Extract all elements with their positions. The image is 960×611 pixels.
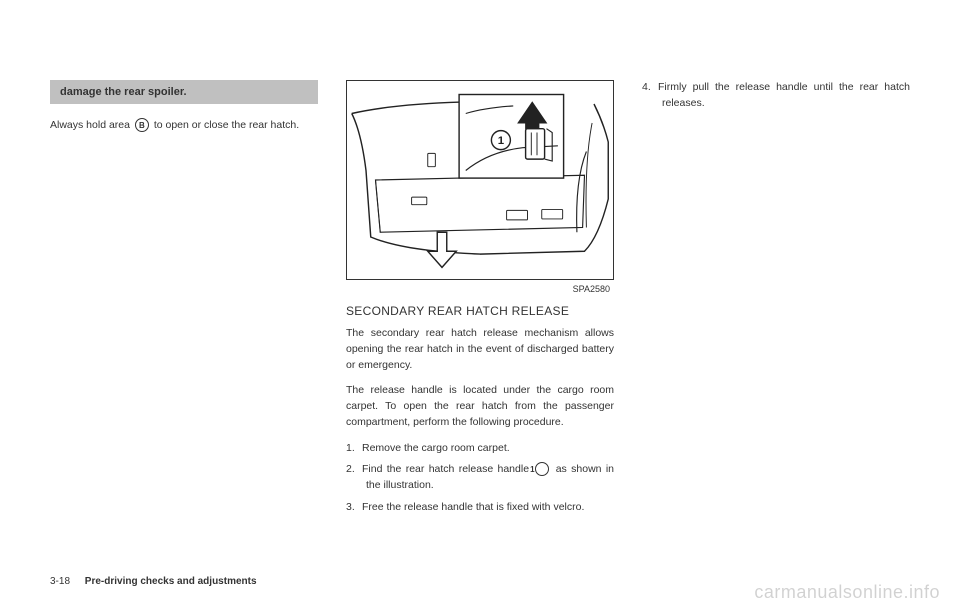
step-num: 4.	[642, 80, 658, 96]
column-left: damage the rear spoiler. Always hold are…	[50, 80, 318, 550]
secondary-para1: The secondary rear hatch release mechani…	[346, 326, 614, 373]
step-2a: Find the rear hatch release handle	[362, 463, 529, 475]
step-4: 4.Firmly pull the release handle until t…	[642, 80, 910, 112]
section-title: Pre-driving checks and adjustments	[85, 576, 257, 587]
step-num: 1.	[346, 441, 362, 457]
circle-letter-b: B	[135, 118, 149, 132]
circle-number-1: 1	[535, 462, 549, 476]
step-2: 2.Find the rear hatch release handle 1 a…	[346, 462, 614, 494]
step-1: 1.Remove the cargo room carpet.	[346, 441, 614, 457]
secondary-release-heading: SECONDARY REAR HATCH RELEASE	[346, 304, 614, 318]
hold-area-text: Always hold area B to open or close the …	[50, 118, 318, 134]
watermark: carmanualsonline.info	[754, 582, 940, 603]
para1-b: to open or close the rear hatch.	[154, 119, 299, 131]
caution-box: damage the rear spoiler.	[50, 80, 318, 104]
page-columns: damage the rear spoiler. Always hold are…	[50, 80, 910, 550]
step-num: 3.	[346, 500, 362, 516]
secondary-para2: The release handle is located under the …	[346, 383, 614, 430]
step-num: 2.	[346, 462, 362, 478]
column-middle: 1 SPA2580 SECONDARY REAR HATCH RELEASE T…	[346, 80, 614, 550]
hatch-release-illustration: 1	[347, 81, 613, 279]
page-number: 3-18	[50, 576, 70, 587]
para1-a: Always hold area	[50, 119, 130, 131]
step-3-text: Free the release handle that is fixed wi…	[362, 501, 584, 513]
column-right: 4.Firmly pull the release handle until t…	[642, 80, 910, 550]
step-4-text: Firmly pull the release handle until the…	[658, 81, 910, 109]
svg-text:1: 1	[498, 135, 505, 147]
step-3: 3.Free the release handle that is fixed …	[346, 500, 614, 516]
step-1-text: Remove the cargo room carpet.	[362, 442, 510, 454]
figure-caption: SPA2580	[346, 284, 614, 294]
page-footer: 3-18 Pre-driving checks and adjustments	[50, 576, 257, 587]
rear-hatch-figure: 1	[346, 80, 614, 280]
